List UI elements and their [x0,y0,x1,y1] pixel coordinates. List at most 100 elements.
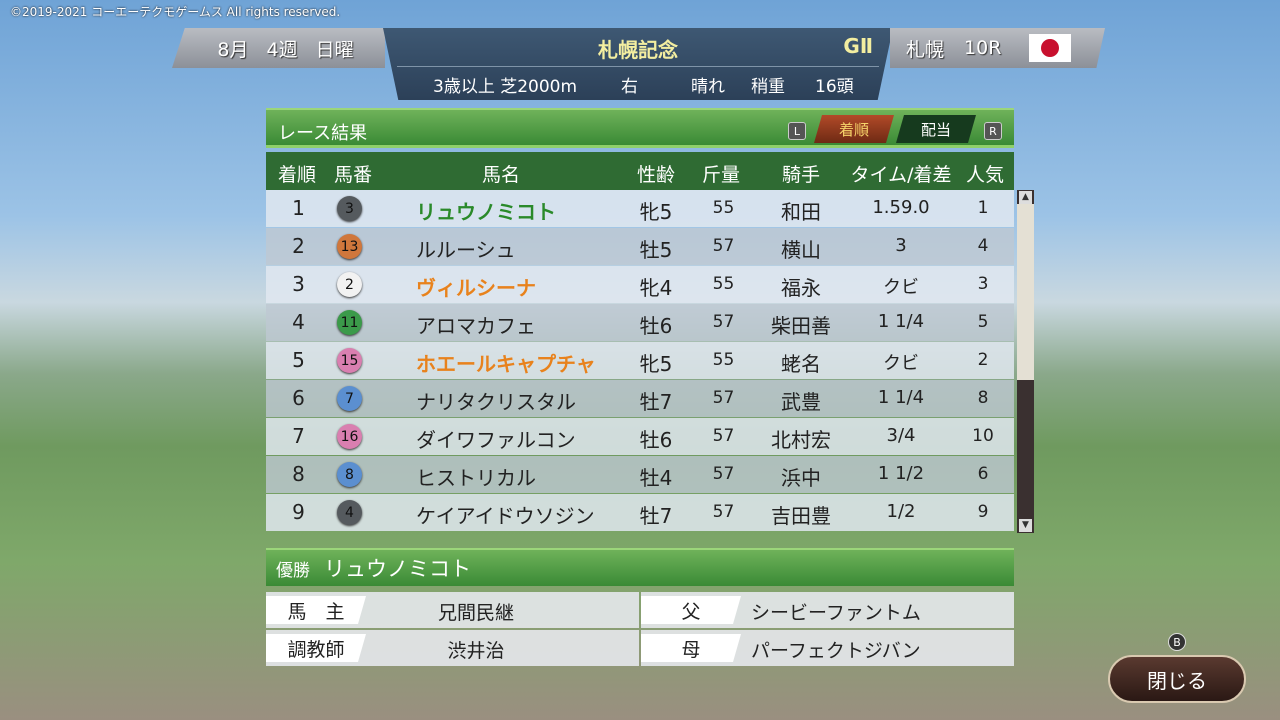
time-margin: 1.59.0 [872,197,930,218]
r-key-icon[interactable]: R [984,122,1002,140]
popularity: 2 [977,350,989,370]
divider [397,66,879,67]
scroll-thumb[interactable] [1017,204,1034,380]
time-margin: 3 [895,235,907,256]
horse-name: リュウノミコト [416,200,556,224]
dam-row: 母 パーフェクトジバン [641,630,1014,666]
race-number: 10R [964,37,1002,59]
table-row[interactable]: 7 16 ダイワファルコン 牡6 57 北村宏 3/4 10 [266,418,1014,455]
table-row[interactable]: 2 13 ルルーシュ 牡5 57 横山 3 4 [266,228,1014,265]
horse-number-badge: 7 [337,386,362,411]
column-header: 性齢 [636,164,675,186]
time-margin: 3/4 [886,425,916,446]
weight: 57 [712,236,735,256]
finish-position: 3 [292,272,305,296]
japan-flag-icon [1029,34,1072,62]
column-header: 馬名 [481,164,520,186]
month: 8月 [217,38,249,61]
jockey: 浜中 [781,466,821,490]
column-header: 馬番 [333,164,372,186]
day: 日曜 [315,38,354,61]
winner-name: リュウノミコト [324,557,471,581]
finish-position: 2 [292,234,305,258]
b-key-icon: B [1168,633,1186,651]
horse-name: ヒストリカル [416,466,536,490]
jockey: 横山 [781,238,821,262]
weight: 57 [712,464,735,484]
popularity: 9 [977,502,989,522]
sex-age: 牡7 [639,390,673,414]
winner-bar: 優勝 リュウノミコト [266,548,1014,586]
race-date: 8月 4週 日曜 [172,28,385,68]
results-header: レース結果 L 着順 配当 R [266,108,1014,148]
column-header: 人気 [965,164,1004,186]
horse-number-badge: 4 [337,500,362,525]
popularity: 4 [977,236,989,256]
jockey: 吉田豊 [771,504,831,528]
table-row[interactable]: 8 8 ヒストリカル 牡4 57 浜中 1 1/2 6 [266,456,1014,493]
scrollbar[interactable]: ▲ ▼ [1017,190,1034,533]
scroll-up-icon[interactable]: ▲ [1019,191,1032,204]
weight: 55 [712,350,735,370]
jockey: 柴田善 [771,314,831,338]
sex-age: 牡7 [639,504,673,528]
table-row[interactable]: 5 15 ホエールキャプチャ 牝5 55 蛯名 クビ 2 [266,342,1014,379]
dam-label: 母 [641,634,741,662]
sex-age: 牝5 [639,200,673,224]
finish-position: 7 [292,424,305,448]
track: 札幌 [906,38,945,61]
l-key-icon[interactable]: L [788,122,806,140]
popularity: 3 [977,274,989,294]
popularity: 8 [977,388,989,408]
table-row[interactable]: 4 11 アロマカフェ 牡6 57 柴田善 1 1/4 5 [266,304,1014,341]
copyright: ©2019-2021 コーエーテクモゲームス All rights reserv… [10,5,341,19]
table-row[interactable]: 1 3 リュウノミコト 牝5 55 和田 1.59.0 1 [266,190,1014,227]
race-grade: GⅡ [843,34,873,58]
race-runners: 16頭 [815,77,854,97]
sire-row: 父 シービーファントム [641,592,1014,628]
horse-number-badge: 13 [337,234,362,259]
table-row[interactable]: 3 2 ヴィルシーナ 牝4 55 福永 クビ 3 [266,266,1014,303]
finish-position: 8 [292,462,305,486]
popularity: 1 [977,198,989,218]
scroll-down-icon[interactable]: ▼ [1019,519,1032,532]
weight: 57 [712,502,735,522]
column-header: タイム/着差 [850,164,952,186]
sex-age: 牡6 [639,428,673,452]
horse-name: ダイワファルコン [416,428,576,452]
winner-label: 優勝 [276,560,310,581]
race-direction: 右 [621,77,638,97]
dam-value: パーフェクトジバン [751,640,921,662]
popularity: 6 [977,464,989,484]
trainer-row: 調教師 渋井治 [266,630,639,666]
horse-number-badge: 8 [337,462,362,487]
owner-value: 兄間民継 [437,602,514,624]
sex-age: 牝5 [639,352,673,376]
close-button[interactable]: 閉じる [1108,655,1246,703]
finish-position: 5 [292,348,305,372]
jockey: 福永 [781,276,821,300]
finish-position: 6 [292,386,305,410]
horse-name: ルルーシュ [416,238,516,262]
jockey: 武豊 [781,390,821,414]
time-margin: クビ [883,353,919,374]
table-row[interactable]: 9 4 ケイアイドウソジン 牡7 57 吉田豊 1/2 9 [266,494,1014,531]
jockey: 蛯名 [781,352,821,376]
owner-label: 馬 主 [266,596,366,624]
weight: 55 [712,198,735,218]
table-row[interactable]: 6 7 ナリタクリスタル 牡7 57 武豊 1 1/4 8 [266,380,1014,417]
owner-row: 馬 主 兄間民継 [266,592,639,628]
time-margin: クビ [883,277,919,298]
finish-position: 9 [292,500,305,524]
panel-title: レース結果 [278,123,368,144]
horse-name: ケイアイドウソジン [416,504,595,528]
sire-value: シービーファントム [751,602,921,624]
sex-age: 牡5 [639,238,673,262]
race-venue: 札幌 10R [890,28,1105,68]
tab-order[interactable]: 着順 [814,115,894,143]
horse-name: ナリタクリスタル [416,390,576,414]
popularity: 10 [972,426,994,446]
jockey: 北村宏 [771,428,831,452]
tab-payout[interactable]: 配当 [896,115,976,143]
horse-number-badge: 11 [337,310,362,335]
